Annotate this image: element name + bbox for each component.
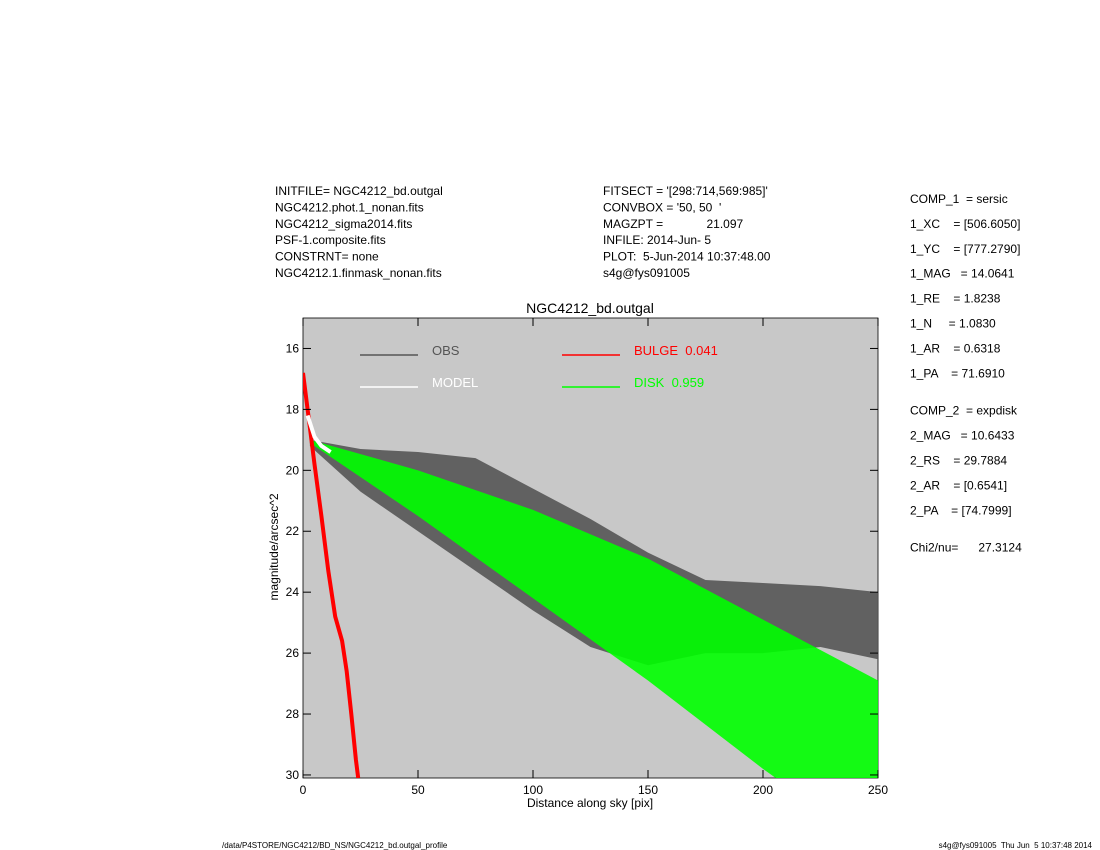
y-tick-label: 16 [286, 341, 300, 355]
header-line: PLOT: 5-Jun-2014 10:37:48.00 [603, 250, 771, 264]
fit-parameter: 1_PA = 71.6910 [910, 366, 1005, 380]
fit-parameter: 2_MAG = 10.6433 [910, 429, 1015, 443]
footer-path: /data/P4STORE/NGC4212/BD_NS/NGC4212_bd.o… [222, 841, 448, 850]
fit-parameter: 1_YC = [777.2790] [910, 242, 1020, 256]
x-tick-label: 200 [753, 783, 773, 797]
header-line: MAGZPT = 21.097 [603, 217, 743, 231]
x-tick-label: 100 [523, 783, 543, 797]
header-line: s4g@fys091005 [603, 266, 690, 280]
fit-parameter: COMP_1 = sersic [910, 192, 1008, 206]
legend-label: MODEL [432, 375, 478, 390]
header-line: PSF-1.composite.fits [275, 233, 386, 247]
y-tick-label: 18 [286, 402, 300, 416]
fit-parameter: Chi2/nu= 27.3124 [910, 541, 1022, 555]
header-line: NGC4212.phot.1_nonan.fits [275, 200, 424, 214]
x-tick-label: 250 [868, 783, 888, 797]
header-line: FITSECT = '[298:714,569:985]' [603, 184, 768, 198]
y-tick-label: 28 [286, 707, 300, 721]
header-line: CONSTRNT= none [275, 250, 379, 264]
chart-title: NGC4212_bd.outgal [526, 300, 654, 316]
fit-parameter: 2_PA = [74.7999] [910, 503, 1012, 517]
y-tick-label: 24 [286, 585, 300, 599]
fit-parameter: 2_RS = 29.7884 [910, 454, 1007, 468]
footer-stamp: s4g@fys091005 Thu Jun 5 10:37:48 2014 [939, 841, 1093, 850]
x-tick-label: 150 [638, 783, 658, 797]
legend-label: DISK 0.959 [634, 375, 704, 390]
x-tick-label: 50 [411, 783, 425, 797]
header-line: CONVBOX = '50, 50 ' [603, 200, 721, 214]
fit-parameter: 1_RE = 1.8238 [910, 292, 1001, 306]
x-axis-label: Distance along sky [pix] [527, 796, 653, 810]
y-axis-label: magnitude/arcsec^2 [267, 493, 281, 600]
y-tick-label: 22 [286, 524, 300, 538]
header-line: NGC4212_sigma2014.fits [275, 217, 412, 231]
fit-parameter: 1_AR = 0.6318 [910, 341, 1001, 355]
header-line: INFILE: 2014-Jun- 5 [603, 233, 711, 247]
y-tick-label: 26 [286, 646, 300, 660]
fit-parameter: 1_N = 1.0830 [910, 317, 996, 331]
data-layer [303, 372, 878, 778]
y-tick-label: 30 [286, 768, 300, 782]
header-line: INITFILE= NGC4212_bd.outgal [275, 184, 443, 198]
legend-label: OBS [432, 343, 460, 358]
fit-parameter: 2_AR = [0.6541] [910, 478, 1007, 492]
header-line: NGC4212.1.finmask_nonan.fits [275, 266, 442, 280]
point-cloud [305, 414, 332, 454]
fit-parameter: 1_MAG = 14.0641 [910, 267, 1015, 281]
legend-label: BULGE 0.041 [634, 343, 718, 358]
fit-parameter: COMP_2 = expdisk [910, 404, 1018, 418]
y-tick-label: 20 [286, 463, 300, 477]
x-tick-label: 0 [300, 783, 307, 797]
point-cloud [303, 372, 361, 778]
point-cloud [309, 439, 878, 778]
fit-parameter: 1_XC = [506.6050] [910, 217, 1020, 231]
